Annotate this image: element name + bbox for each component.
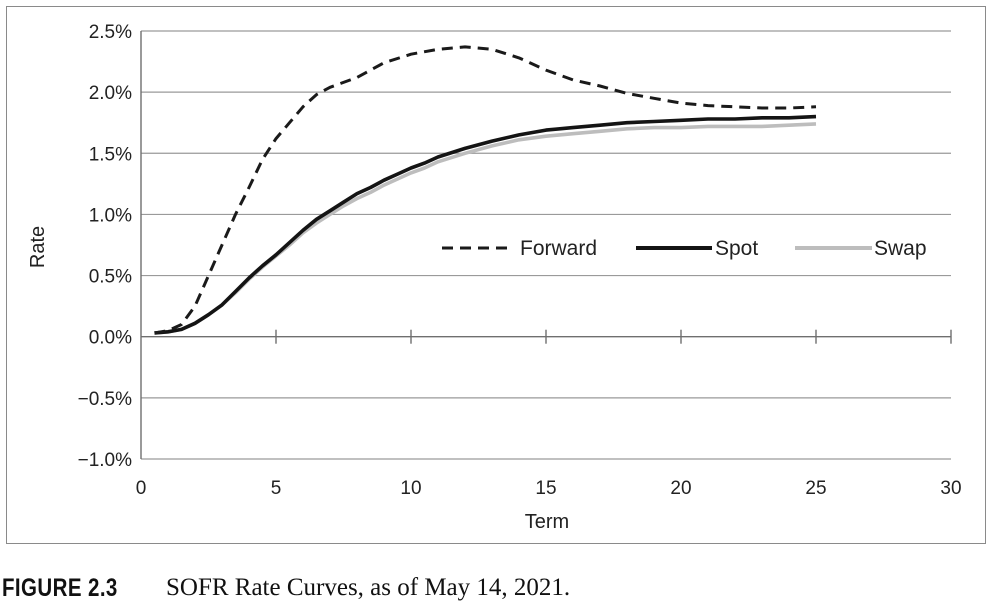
y-tick-labels: −1.0% −0.5% 0.0% 0.5% 1.0% 1.5% 2.0% 2.5% [78, 22, 133, 471]
y-tick-label: 0.0% [89, 328, 132, 349]
y-tick-label: −1.0% [78, 450, 133, 471]
legend-swap-label: Swap [874, 237, 927, 260]
x-tick-label: 10 [400, 478, 421, 499]
sofr-rate-chart: −1.0% −0.5% 0.0% 0.5% 1.0% 1.5% 2.0% 2.5% 0 5 10 1… [27, 22, 962, 533]
y-tick-label: 1.5% [89, 144, 132, 165]
grid-lines [141, 30, 951, 460]
x-tick-labels: 0 5 10 15 20 25 30 [136, 478, 962, 499]
x-tick-label: 20 [670, 478, 691, 499]
series-lines [154, 45, 817, 335]
x-tick-label: 15 [535, 478, 556, 499]
series-line-swap [154, 122, 817, 335]
y-tick-label: 2.0% [89, 83, 132, 104]
x-tick-label: 0 [136, 478, 147, 499]
figure-title: SOFR Rate Curves, as of May 14, 2021. [166, 574, 571, 601]
y-tick-label: 0.5% [89, 267, 132, 288]
x-tick-label: 25 [805, 478, 826, 499]
legend: Forward Spot Swap [442, 237, 927, 260]
legend-forward-label: Forward [520, 237, 597, 260]
legend-spot-label: Spot [715, 237, 758, 260]
figure-caption: FIGURE 2.3 SOFR Rate Curves, as of May 1… [2, 574, 982, 608]
axes [140, 31, 952, 459]
x-tick-label: 30 [940, 478, 961, 499]
figure-label: FIGURE 2.3 [2, 574, 118, 602]
series-line-spot [154, 114, 817, 335]
series-line-forward [154, 45, 817, 335]
x-tick-label: 5 [271, 478, 282, 499]
x-axis-label: Term [525, 511, 569, 533]
y-tick-label: 2.5% [89, 22, 132, 43]
y-tick-label: −0.5% [78, 389, 133, 410]
y-tick-label: 1.0% [89, 205, 132, 226]
y-axis-label: Rate [27, 226, 49, 268]
